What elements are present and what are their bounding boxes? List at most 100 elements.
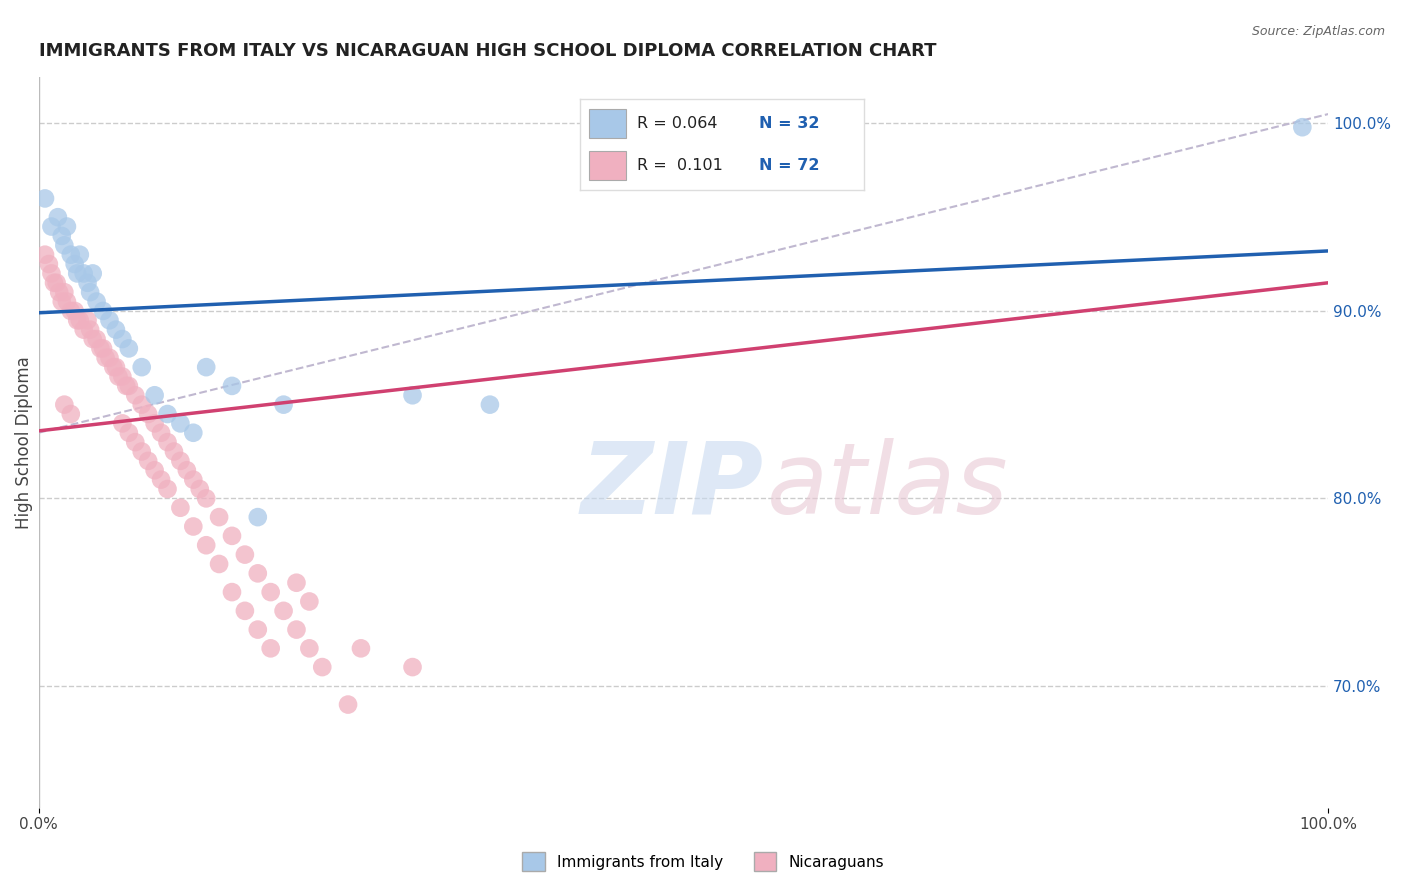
Point — [76, 313, 98, 327]
Point — [169, 500, 191, 515]
Point — [273, 398, 295, 412]
Point — [82, 267, 104, 281]
Point — [401, 388, 423, 402]
Point — [56, 294, 79, 309]
Text: IMMIGRANTS FROM ITALY VS NICARAGUAN HIGH SCHOOL DIPLOMA CORRELATION CHART: IMMIGRANTS FROM ITALY VS NICARAGUAN HIGH… — [38, 42, 936, 60]
Legend: Immigrants from Italy, Nicaraguans: Immigrants from Italy, Nicaraguans — [516, 847, 890, 877]
Point — [86, 332, 108, 346]
Point — [169, 454, 191, 468]
Point — [91, 342, 114, 356]
Point — [131, 398, 153, 412]
Point — [42, 276, 65, 290]
Point — [143, 417, 166, 431]
Text: atlas: atlas — [768, 437, 1008, 534]
Point — [115, 379, 138, 393]
Point — [181, 425, 204, 440]
Point — [82, 332, 104, 346]
Point — [86, 294, 108, 309]
Point — [156, 482, 179, 496]
Point — [176, 463, 198, 477]
Point — [76, 276, 98, 290]
Point — [124, 435, 146, 450]
Point — [104, 323, 127, 337]
Point — [59, 248, 82, 262]
Point — [246, 510, 269, 524]
Point — [107, 369, 129, 384]
Point — [221, 585, 243, 599]
Point — [53, 238, 76, 252]
Text: Source: ZipAtlas.com: Source: ZipAtlas.com — [1251, 25, 1385, 38]
Point — [59, 407, 82, 421]
Point — [195, 538, 218, 552]
Point — [156, 407, 179, 421]
Point — [38, 257, 60, 271]
Point — [169, 417, 191, 431]
Point — [136, 454, 159, 468]
Point — [124, 388, 146, 402]
Point — [79, 285, 101, 300]
Point — [111, 369, 134, 384]
Point — [69, 248, 91, 262]
Point — [48, 285, 70, 300]
Point — [221, 379, 243, 393]
Point — [181, 473, 204, 487]
Point — [63, 304, 86, 318]
Point — [163, 444, 186, 458]
Point — [98, 313, 121, 327]
Point — [59, 304, 82, 318]
Point — [46, 210, 69, 224]
Point — [41, 267, 63, 281]
Point — [111, 332, 134, 346]
Point — [260, 641, 283, 656]
Point — [45, 276, 67, 290]
Point — [41, 219, 63, 234]
Point — [298, 594, 321, 608]
Point — [150, 473, 173, 487]
Point — [73, 323, 96, 337]
Point — [34, 248, 56, 262]
Text: ZIP: ZIP — [581, 437, 763, 534]
Point — [79, 323, 101, 337]
Point — [89, 342, 111, 356]
Point — [150, 425, 173, 440]
Point — [94, 351, 117, 365]
Point — [131, 444, 153, 458]
Point — [246, 623, 269, 637]
Point — [233, 548, 256, 562]
Point — [118, 379, 141, 393]
Point — [51, 228, 73, 243]
Y-axis label: High School Diploma: High School Diploma — [15, 356, 32, 529]
Point — [195, 360, 218, 375]
Point — [188, 482, 211, 496]
Point — [350, 641, 373, 656]
Point — [66, 267, 89, 281]
Point — [273, 604, 295, 618]
Point — [208, 557, 231, 571]
Point — [118, 425, 141, 440]
Point — [143, 388, 166, 402]
Point — [246, 566, 269, 581]
Point — [181, 519, 204, 533]
Point — [233, 604, 256, 618]
Point — [69, 313, 91, 327]
Point — [73, 267, 96, 281]
Point — [337, 698, 360, 712]
Point — [111, 417, 134, 431]
Point — [285, 623, 308, 637]
Point — [53, 398, 76, 412]
Point — [56, 219, 79, 234]
Point — [478, 398, 501, 412]
Point — [53, 285, 76, 300]
Point — [1291, 120, 1313, 135]
Point — [195, 491, 218, 506]
Point — [51, 294, 73, 309]
Point — [66, 313, 89, 327]
Point — [143, 463, 166, 477]
Point — [98, 351, 121, 365]
Point — [260, 585, 283, 599]
Point — [63, 257, 86, 271]
Point — [401, 660, 423, 674]
Point — [131, 360, 153, 375]
Point — [136, 407, 159, 421]
Point — [104, 360, 127, 375]
